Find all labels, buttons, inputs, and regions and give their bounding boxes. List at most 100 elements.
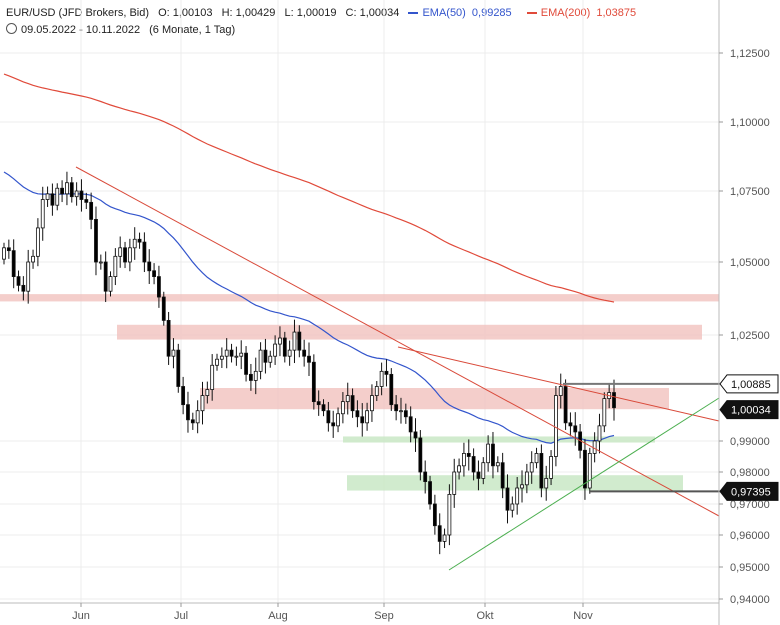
candle-body — [524, 471, 529, 486]
candle-body — [249, 373, 253, 381]
candle-body — [326, 410, 331, 424]
ema200-line — [3, 73, 615, 303]
candle — [583, 438, 587, 500]
price-tag-2: 0,97395 — [719, 481, 779, 501]
candle — [79, 179, 84, 212]
candle — [457, 458, 461, 480]
uptrend-line — [448, 397, 720, 571]
candle — [568, 412, 573, 437]
candle-body — [466, 452, 471, 457]
candle — [147, 249, 152, 284]
candle — [98, 254, 103, 270]
candle-body — [520, 484, 524, 489]
candle-body — [355, 410, 360, 418]
candle — [26, 249, 31, 304]
candle — [176, 343, 181, 393]
candle — [394, 395, 399, 421]
candle-body — [186, 404, 190, 421]
candle-body — [195, 410, 200, 424]
candle — [587, 447, 592, 494]
zone-3 — [343, 436, 655, 443]
candle — [510, 496, 515, 518]
candle — [35, 218, 40, 267]
candle — [360, 403, 365, 437]
candle — [466, 439, 471, 471]
ema200-legend-line — [526, 12, 537, 15]
candle — [215, 353, 219, 371]
candle — [31, 249, 35, 269]
candle-body — [491, 443, 495, 467]
zone-0 — [0, 294, 719, 302]
candle-body — [413, 431, 418, 439]
candle-body — [176, 349, 181, 387]
candle-body — [515, 487, 520, 505]
candle — [452, 458, 457, 508]
candle-body — [370, 395, 374, 412]
candle — [157, 265, 161, 308]
candle-body — [437, 525, 442, 542]
candle-body — [336, 413, 340, 427]
candle — [428, 475, 432, 510]
candle-body — [500, 462, 505, 489]
candle — [311, 354, 316, 410]
candle-body — [529, 462, 534, 473]
price-tick-label: 0,96000 — [730, 530, 770, 542]
candle-body — [457, 465, 461, 473]
candle-body — [544, 477, 549, 489]
candle-body — [462, 452, 466, 467]
candle — [602, 392, 607, 433]
candle — [379, 362, 384, 396]
candle — [171, 338, 176, 369]
price-tick-label: 0,97000 — [730, 499, 770, 511]
candle — [495, 456, 500, 473]
ema50-legend-value: 0,99285 — [471, 7, 512, 19]
candle-body — [40, 199, 45, 229]
candle — [355, 400, 360, 428]
price-tick-label: 0,95000 — [730, 562, 770, 574]
candle — [60, 180, 64, 203]
candle — [190, 412, 195, 430]
candle-body — [2, 247, 6, 260]
downtrend-line-minor — [397, 346, 720, 422]
candle — [399, 397, 403, 424]
candle-body — [55, 187, 60, 206]
candle — [40, 186, 45, 241]
candle-body — [157, 276, 161, 298]
candle-body — [239, 352, 244, 357]
candle-body — [31, 255, 35, 263]
candle — [307, 342, 311, 376]
candle-body — [21, 284, 26, 292]
candle — [2, 242, 6, 265]
candle-body — [161, 296, 166, 321]
candle — [558, 373, 563, 409]
candle-body — [418, 437, 423, 473]
candle — [268, 350, 273, 368]
candle — [442, 528, 447, 549]
candle-body — [263, 349, 268, 363]
candle-body — [307, 355, 311, 363]
candle-body — [399, 410, 403, 413]
candle-body — [539, 452, 544, 489]
downtrend-line-major — [75, 166, 720, 517]
candle — [374, 381, 379, 402]
price-tick-label: 1,10000 — [730, 117, 770, 129]
candle-body — [505, 487, 510, 511]
candle — [200, 381, 205, 425]
time-tick-label: Aug — [268, 610, 288, 622]
ema50-legend-line — [408, 12, 419, 15]
zone-4 — [347, 475, 683, 491]
candle — [597, 413, 602, 454]
time-tick-label: Nov — [573, 610, 593, 622]
candle — [137, 232, 142, 249]
candle — [108, 271, 113, 297]
candle — [350, 388, 355, 418]
candle-body — [321, 404, 326, 412]
ema200-legend-label: EMA(200) — [540, 7, 591, 19]
price-tick-label: 1,12500 — [730, 48, 770, 60]
candle — [529, 451, 534, 484]
time-tick-label: Jun — [72, 610, 90, 622]
candle-body — [282, 337, 287, 357]
ema50-legend: EMA(50) 0,99285 — [408, 7, 520, 19]
candle-body — [510, 503, 515, 511]
